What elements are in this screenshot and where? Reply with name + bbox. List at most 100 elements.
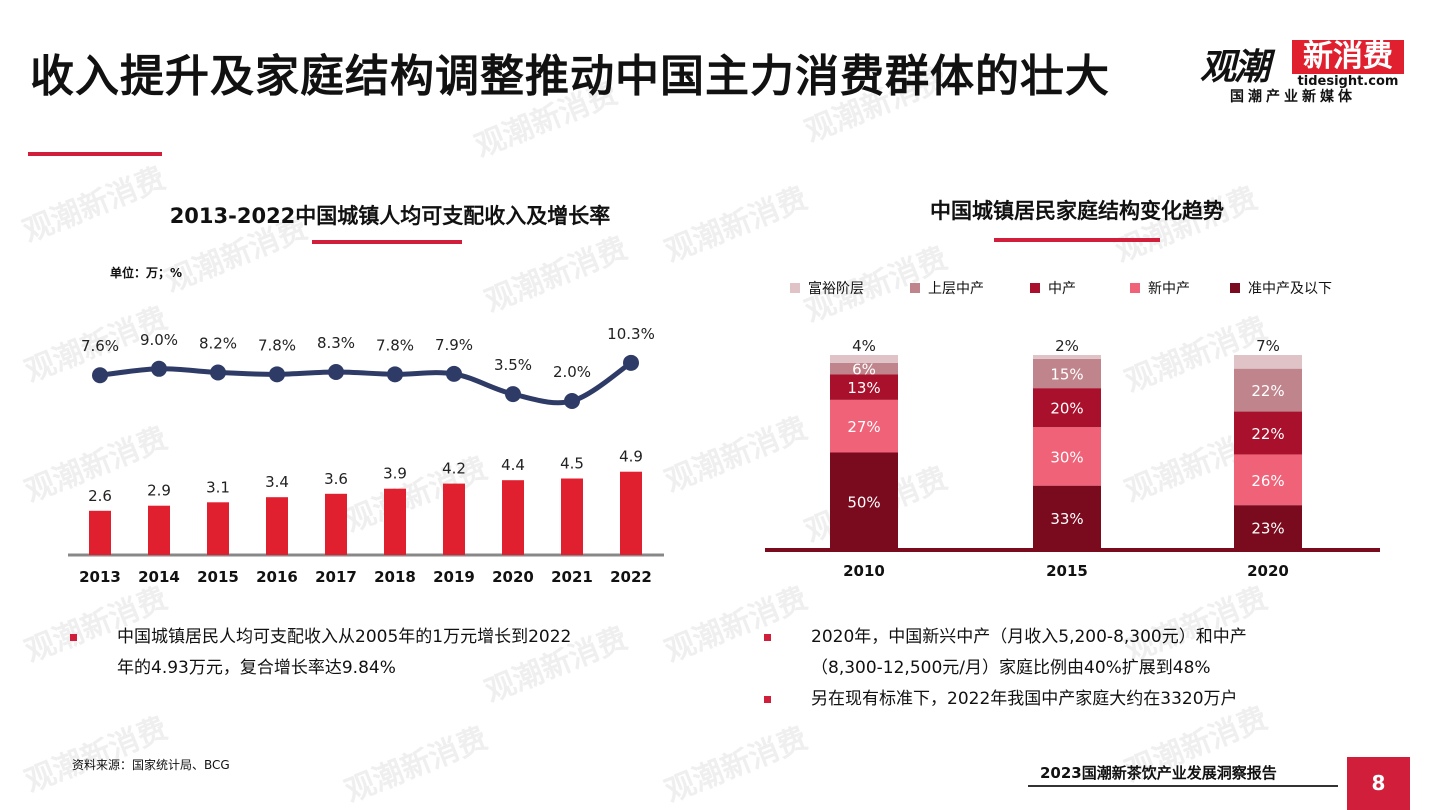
household-segment-label: 20% (1050, 400, 1083, 418)
household-segment (1033, 355, 1101, 359)
legend-item: 上层中产 (910, 278, 984, 298)
household-segment (830, 374, 898, 400)
household-segment (1033, 388, 1101, 428)
accent-divider (28, 152, 162, 156)
household-note-text: 另在现有标准下，2022年我国中产家庭大约在3320万户 (811, 684, 1238, 715)
household-segment (830, 355, 898, 363)
growth-rate-label: 7.6% (81, 337, 119, 355)
household-segment (1033, 485, 1101, 550)
note-line: 另在现有标准下，2022年我国中产家庭大约在3320万户 (811, 689, 1238, 709)
legend-swatch (1230, 283, 1240, 293)
income-bar-label: 2.6 (88, 487, 112, 505)
bullet-icon (70, 634, 77, 641)
income-bar (384, 488, 406, 555)
x-tick-label: 2013 (79, 568, 121, 586)
income-bar (266, 497, 288, 555)
income-chart: 2013 2.6 2014 2.9 2015 3.1 2016 3.4 2017 3.6 2018 3… (68, 325, 664, 586)
household-segment (1234, 355, 1302, 369)
logo-red-text: 新消费 (1292, 40, 1404, 74)
note-line: 年的4.93万元，复合增长率达9.84% (117, 658, 396, 678)
growth-rate-label: 7.8% (376, 336, 414, 354)
growth-rate-point (151, 360, 167, 377)
growth-rate-label: 10.3% (607, 325, 655, 343)
household-chart-title: 中国城镇居民家庭结构变化趋势 (930, 199, 1224, 223)
x-tick-label: 2016 (256, 568, 298, 586)
x-tick-label: 2018 (374, 568, 416, 586)
x-tick-label: 2020 (492, 568, 534, 586)
income-bar-label: 4.4 (501, 456, 525, 474)
logo-url-text: tidesight.com (1297, 74, 1399, 89)
x-tick-label: 2017 (315, 568, 357, 586)
household-segment-label: 23% (1251, 520, 1284, 538)
household-segment-label: 30% (1050, 448, 1083, 466)
income-bar-label: 3.1 (206, 478, 230, 496)
growth-rate-point (564, 393, 580, 409)
bullet-icon (764, 634, 771, 641)
growth-rate-label: 2.0% (553, 363, 591, 381)
household-segment (1033, 358, 1101, 389)
household-segment-label: 33% (1050, 510, 1083, 528)
page-title: 收入提升及家庭结构调整推动中国主力消费群体的壮大 (30, 51, 1110, 102)
growth-rate-point (387, 366, 403, 383)
growth-rate-line (99, 360, 633, 406)
legend-label: 富裕阶层 (808, 281, 864, 297)
income-bar (443, 483, 465, 555)
household-chart-title-underline (994, 238, 1160, 242)
household-segment-label: 2% (1055, 337, 1079, 355)
legend-swatch (1130, 283, 1140, 293)
x-tick-label: 2015 (197, 568, 239, 586)
legend-label: 准中产及以下 (1248, 281, 1332, 297)
household-segment (1234, 411, 1302, 455)
household-segment (1234, 368, 1302, 412)
legend-swatch (790, 283, 800, 293)
income-bar (561, 478, 583, 555)
household-note-text: 2020年，中国新兴中产（月收入5,200-8,300元）和中产 （8,300-… (811, 622, 1247, 684)
bullet-icon (764, 696, 771, 703)
income-bar (620, 471, 642, 555)
growth-rate-point (623, 354, 639, 371)
household-chart: 50% 27% 13%6% 4% 2010 33% 30% 20% 15% 2% 2015 23% 26… (765, 337, 1380, 580)
growth-rate-point (505, 386, 521, 403)
growth-rate-point (446, 365, 462, 382)
x-tick-label: 2010 (843, 562, 885, 580)
note-line: 中国城镇居民人均可支配收入从2005年的1万元增长到2022 (117, 627, 572, 647)
household-segment (830, 399, 898, 453)
growth-rate-point (210, 364, 226, 381)
income-chart-title: 2013-2022中国城镇人均可支配收入及增长率 (169, 204, 611, 228)
x-tick-label: 2021 (551, 568, 593, 586)
note-line: 2020年，中国新兴中产（月收入5,200-8,300元）和中产 (811, 627, 1247, 647)
growth-rate-label: 7.9% (435, 336, 473, 354)
source-note: 资料来源：国家统计局、BCG (72, 758, 230, 772)
household-notes: 2020年，中国新兴中产（月收入5,200-8,300元）和中产 （8,300-… (764, 622, 1404, 715)
household-note: 2020年，中国新兴中产（月收入5,200-8,300元）和中产 （8,300-… (764, 622, 1404, 684)
household-segment-label: 27% (847, 418, 880, 436)
household-segment-label: 22% (1251, 425, 1284, 443)
note-line: （8,300-12,500元/月）家庭比例由40%扩展到48% (811, 658, 1211, 678)
growth-rate-label: 8.3% (317, 334, 355, 352)
household-segment (830, 362, 898, 375)
legend-label: 新中产 (1148, 281, 1190, 297)
household-segment-label: 22% (1251, 382, 1284, 400)
growth-rate-point (269, 366, 285, 383)
household-segment-label: 15% (1050, 366, 1083, 384)
x-tick-label: 2015 (1046, 562, 1088, 580)
household-segment-label: 50% (847, 493, 880, 511)
income-bar-label: 4.5 (560, 455, 584, 473)
household-segment (830, 452, 898, 550)
legend-label: 上层中产 (928, 281, 984, 297)
income-bar-label: 3.9 (383, 465, 407, 483)
report-name: 2023国潮新茶饮产业发展洞察报告 (1040, 764, 1277, 782)
watermark: 观潮新消费 (660, 720, 813, 810)
income-note-text: 中国城镇居民人均可支配收入从2005年的1万元增长到2022 年的4.93万元，… (117, 622, 571, 684)
income-bar (207, 502, 229, 555)
legend-swatch (1030, 283, 1040, 293)
legend-swatch (910, 283, 920, 293)
brand-logo: 观潮 新消费 tidesight.com 国潮产业新媒体 (1200, 38, 1410, 105)
report-underline (1028, 785, 1338, 787)
growth-rate-label: 9.0% (140, 331, 178, 349)
income-bar (502, 480, 524, 555)
household-segment-label: 26% (1251, 472, 1284, 490)
income-bar-label: 4.9 (619, 448, 643, 466)
legend-label: 中产 (1048, 281, 1076, 297)
logo-main-text: 观潮 (1200, 47, 1270, 88)
